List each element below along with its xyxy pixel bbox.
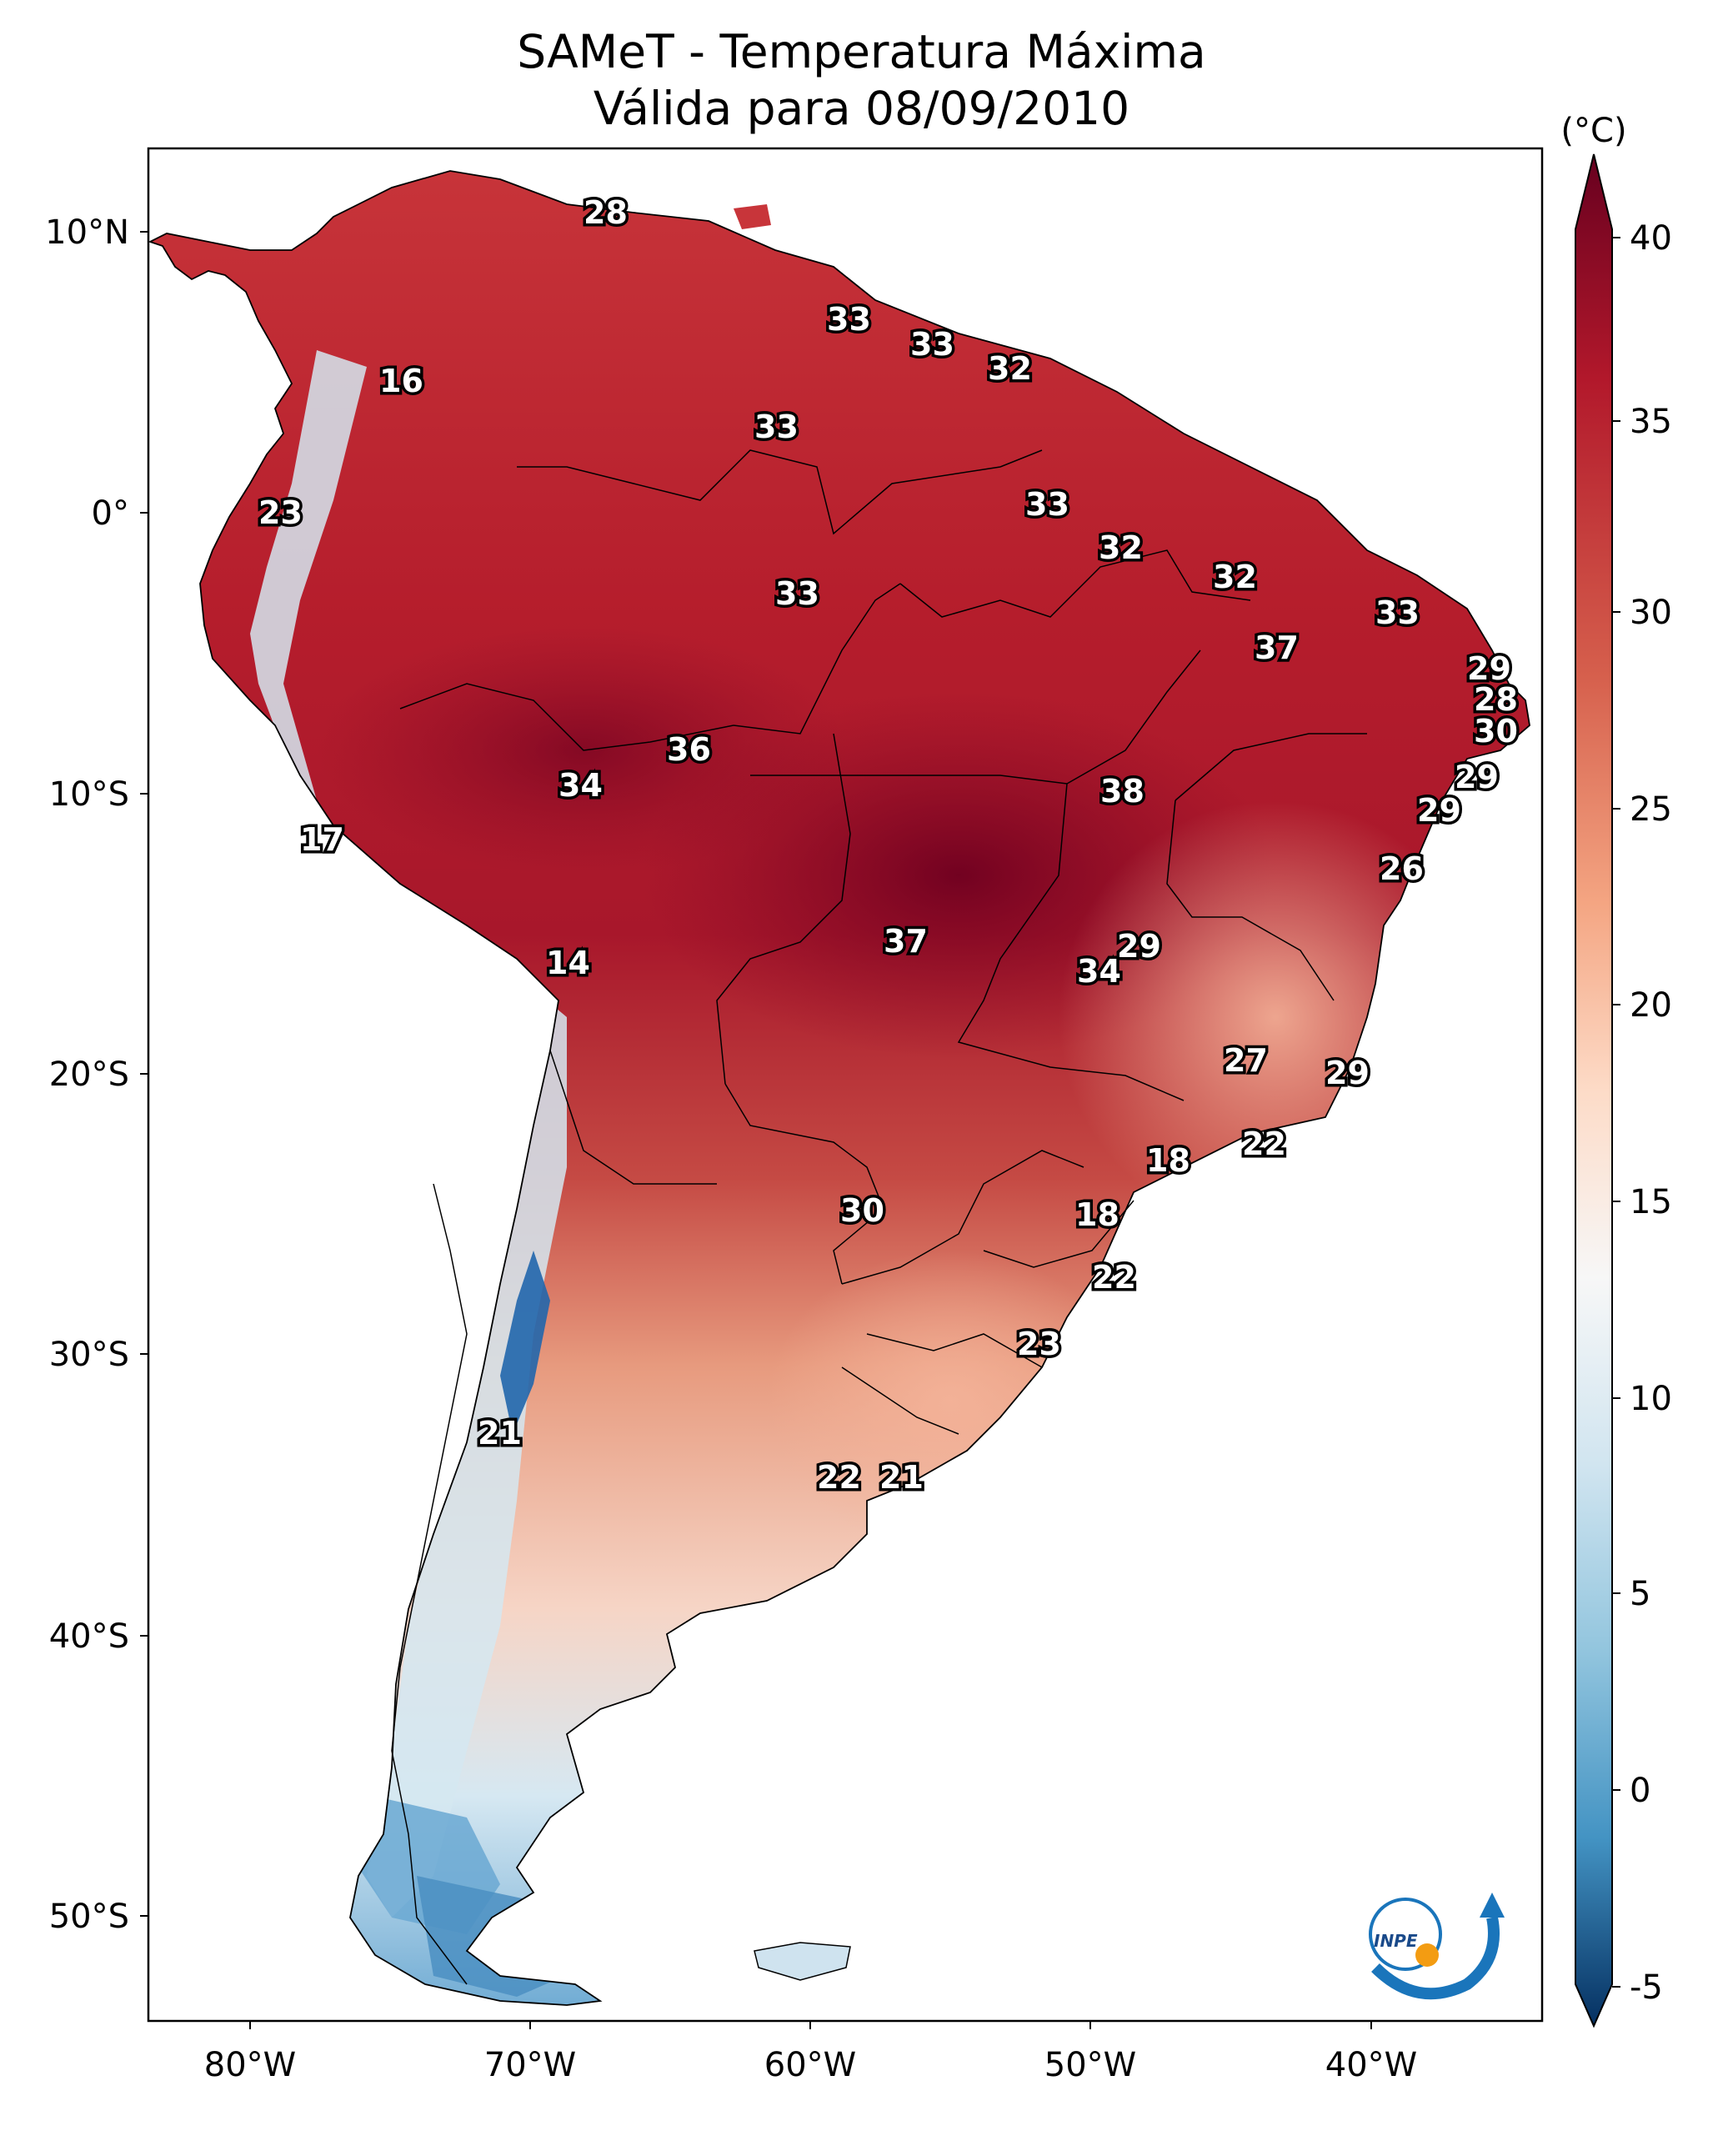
lat-tick-label: 10°N [45,213,129,252]
lat-tick-label: 30°S [49,1336,129,1374]
colorbar-tick-label: 40 [1630,219,1672,258]
contour-label: 29 [1117,928,1161,965]
contour-label: 16 [379,363,423,399]
contour-label: 22 [1242,1126,1286,1162]
colorbar-tick-label: 20 [1630,986,1672,1025]
contour-label: 29 [1455,759,1499,795]
contour-label: 22 [1092,1259,1136,1296]
contour-label: 23 [258,494,303,531]
figure-title: SAMeT - Temperatura Máxima Válida para 0… [0,23,1723,137]
inpe-logo-text: INPE [1374,1931,1418,1951]
contour-label: 14 [546,945,590,981]
lon-tick-label: 80°W [204,2046,296,2084]
colorbar-tick-label: 10 [1630,1380,1672,1418]
contour-label: 34 [1077,953,1121,990]
contour-labels: 28 16 33 33 32 33 23 33 33 32 32 33 37 2… [256,192,1521,1499]
political-borders [391,449,1367,1985]
contour-label: 22 [817,1459,861,1496]
lon-tick-label: 60°W [764,2046,856,2084]
lon-tick-label: 70°W [484,2046,576,2084]
contour-label: 33 [754,409,799,445]
lat-tick-label: 10°S [49,775,129,814]
longitude-axis: 80°W 70°W 60°W 50°W 40°W [204,2021,1417,2084]
contour-label: 28 [1474,681,1518,718]
colorbar: (°C) 40 35 30 25 20 15 10 5 0 -5 [1560,112,1672,2028]
contour-label: 32 [1099,529,1143,566]
colorbar-tick-label: 30 [1630,594,1672,632]
contour-label: 23 [1017,1326,1061,1362]
colorbar-tick-label: 0 [1630,1772,1650,1810]
contour-label: 30 [840,1192,884,1229]
contour-label: 34 [558,767,603,804]
contour-label: 28 [584,194,628,231]
contour-label: 30 [1474,713,1518,750]
contour-label: 37 [884,923,928,960]
contour-label: 29 [1467,650,1511,687]
lat-tick-label: 20°S [49,1055,129,1094]
contour-label: 26 [1380,850,1424,887]
latitude-axis: 10°N 0° 10°S 20°S 30°S 40°S 50°S [45,213,148,1936]
contour-label: 18 [1146,1142,1190,1179]
contour-label: 32 [988,350,1032,387]
contour-label: 33 [1025,486,1069,523]
contour-label: 32 [1213,559,1257,595]
colorbar-tick-label: 5 [1630,1575,1650,1613]
contour-label: 17 [300,821,344,858]
contour-label: 37 [1255,629,1299,666]
contour-label: 29 [1325,1055,1370,1091]
lat-tick-label: 40°S [49,1617,129,1656]
lon-tick-label: 40°W [1325,2046,1417,2084]
contour-label: 33 [1375,594,1420,631]
colorbar-tick-label: -5 [1630,1968,1663,2007]
contour-label: 33 [827,301,871,338]
lat-tick-label: 0° [92,494,129,533]
contour-label: 38 [1100,773,1144,810]
contour-label: 33 [910,326,954,363]
colorbar-unit: (°C) [1560,112,1626,150]
colorbar-tick-label: 15 [1630,1183,1672,1221]
contour-label: 27 [1224,1042,1268,1079]
lon-tick-label: 50°W [1044,2046,1136,2084]
lat-tick-label: 50°S [49,1898,129,1936]
colorbar-tick-label: 35 [1630,403,1672,441]
inpe-logo: INPE [1369,1893,1505,2000]
contour-label: 18 [1075,1196,1119,1233]
contour-label: 21 [478,1415,522,1452]
contour-label: 33 [775,575,819,612]
contour-label: 21 [879,1459,924,1496]
title-line-2: Válida para 08/09/2010 [593,82,1130,135]
contour-label: 29 [1417,792,1461,829]
colorbar-tick-label: 25 [1630,790,1672,829]
title-line-1: SAMeT - Temperatura Máxima [517,25,1206,78]
contour-label: 36 [667,731,711,768]
